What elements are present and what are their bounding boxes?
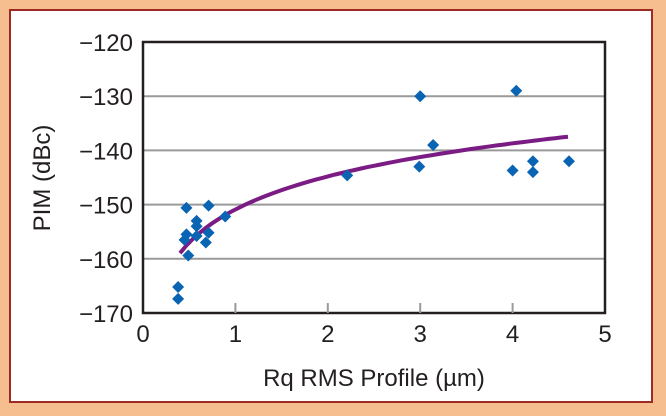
data-point bbox=[172, 280, 185, 293]
data-point bbox=[182, 249, 195, 262]
data-point bbox=[506, 164, 519, 177]
x-axis-label: Rq RMS Profile (µm) bbox=[263, 365, 485, 392]
data-point bbox=[413, 160, 426, 173]
x-tick-label: 4 bbox=[506, 321, 519, 348]
x-tick-label: 3 bbox=[414, 321, 427, 348]
y-tick-label: −140 bbox=[79, 138, 133, 165]
data-point bbox=[202, 199, 215, 212]
data-point bbox=[526, 155, 539, 168]
x-tick-label: 0 bbox=[136, 321, 149, 348]
data-point bbox=[172, 292, 185, 305]
y-tick-label: −130 bbox=[79, 84, 133, 111]
data-point bbox=[199, 236, 212, 249]
y-tick-label: −160 bbox=[79, 247, 133, 274]
data-point bbox=[414, 90, 427, 103]
x-axis-ticks: 0 1 2 3 4 5 bbox=[136, 303, 612, 348]
plot-area-frame bbox=[141, 40, 607, 315]
y-tick-label: −170 bbox=[79, 301, 133, 328]
data-point bbox=[178, 233, 191, 246]
y-tick-label: −150 bbox=[79, 193, 133, 220]
data-point bbox=[180, 201, 193, 214]
data-point bbox=[427, 138, 440, 151]
data-point bbox=[526, 166, 539, 179]
data-point bbox=[219, 210, 232, 223]
data-point bbox=[190, 220, 203, 233]
y-axis-label: PIM (dBc) bbox=[29, 125, 56, 232]
trend-line-group bbox=[178, 134, 569, 255]
x-tick-label: 1 bbox=[229, 321, 242, 348]
gridlines bbox=[143, 95, 605, 260]
data-point bbox=[341, 169, 354, 182]
data-point bbox=[562, 155, 575, 168]
y-axis-ticks: −120 −130 −140 −150 −160 −170 bbox=[79, 30, 133, 328]
data-point bbox=[510, 84, 523, 97]
data-points bbox=[172, 84, 575, 305]
x-tick-label: 2 bbox=[321, 321, 334, 348]
x-tick-label: 5 bbox=[598, 321, 611, 348]
chart-panel bbox=[9, 9, 653, 403]
trend-line bbox=[178, 134, 569, 255]
y-tick-label: −120 bbox=[79, 30, 133, 57]
data-point bbox=[202, 226, 215, 239]
data-point bbox=[190, 230, 203, 243]
